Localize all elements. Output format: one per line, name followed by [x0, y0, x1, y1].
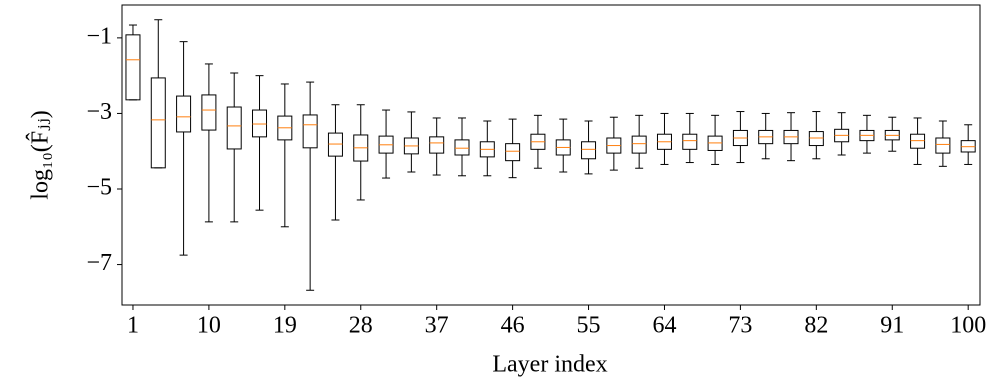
box [302, 114, 318, 149]
box [125, 34, 141, 101]
box [682, 133, 698, 150]
box [505, 143, 521, 162]
x-tick-label: 46 [501, 313, 525, 339]
x-tick-label: 55 [577, 313, 601, 339]
box [910, 133, 926, 149]
x-tick-label: 28 [349, 313, 373, 339]
x-tick-label: 10 [197, 313, 221, 339]
box [631, 135, 647, 154]
y-tick-label: −3 [86, 99, 112, 125]
x-tick-label: 64 [652, 313, 676, 339]
box [150, 77, 166, 169]
box [454, 139, 470, 156]
box [226, 106, 242, 150]
box [808, 131, 824, 147]
x-tick-label: 37 [425, 313, 449, 339]
box [252, 109, 268, 138]
box [327, 132, 343, 157]
box [201, 94, 217, 131]
x-tick-label: 100 [950, 313, 986, 339]
box [429, 136, 445, 154]
x-axis-label: Layer index [492, 352, 607, 378]
box [935, 137, 951, 154]
x-tick-label: 82 [804, 313, 828, 339]
plot-frame [121, 4, 981, 306]
y-axis-label: log₁₀(F̂ⱼⱼ) [26, 110, 54, 199]
y-tick-label: −1 [86, 23, 112, 49]
y-tick-label: −5 [86, 175, 112, 201]
x-tick-label: 19 [273, 313, 297, 339]
x-tick-label: 1 [127, 313, 139, 339]
y-tick-label: −7 [86, 250, 112, 276]
x-tick-label: 91 [880, 313, 904, 339]
box [176, 95, 192, 133]
box [581, 141, 597, 160]
x-tick-label: 73 [728, 313, 752, 339]
